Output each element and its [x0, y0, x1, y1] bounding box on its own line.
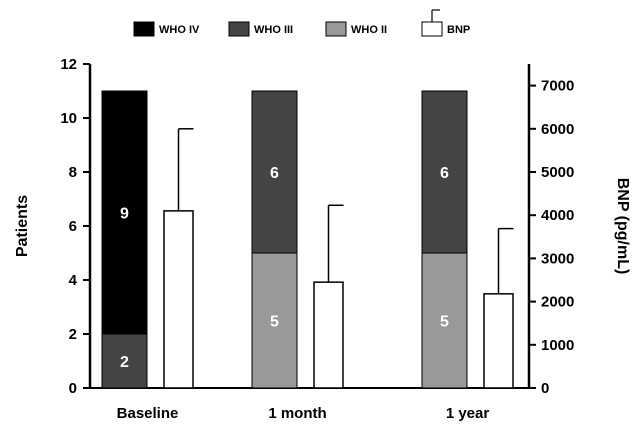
- legend-label: WHO IV: [159, 24, 200, 36]
- stacked-bar-segment: [421, 90, 468, 254]
- segment-value-label: 6: [440, 165, 449, 182]
- right-tick-label: 1000: [541, 337, 574, 354]
- left-axis-ticks: 0 2 4 6 8 10 12: [60, 56, 90, 397]
- legend-swatch: [228, 21, 250, 37]
- legend-swatch: [325, 21, 347, 37]
- legend-label: BNP: [447, 24, 470, 36]
- right-tick-label: 4000: [541, 207, 574, 224]
- right-tick-label: 2000: [541, 294, 574, 311]
- right-tick-label: 5000: [541, 164, 574, 181]
- segment-value-label: 6: [270, 165, 279, 182]
- segment-value-label: 9: [120, 206, 129, 223]
- legend-label: WHO II: [351, 24, 387, 36]
- legend: WHO IV WHO III WHO II BNP: [133, 9, 470, 37]
- left-tick-label: 2: [69, 326, 77, 343]
- left-tick-label: 6: [69, 218, 77, 235]
- category-label: 1 month: [268, 405, 326, 422]
- bnp-bar: [163, 210, 194, 389]
- stacked-bar-segment: [251, 252, 298, 389]
- left-tick-label: 0: [69, 380, 77, 397]
- segment-value-label: 2: [120, 354, 129, 371]
- bars: 2 9 5 6 5 6: [101, 90, 514, 389]
- category-labels: Baseline 1 month 1 year: [117, 405, 490, 422]
- bnp-bar: [483, 293, 514, 389]
- segment-value-label: 5: [270, 314, 279, 331]
- legend-label: WHO III: [254, 24, 293, 36]
- right-tick-label: 6000: [541, 121, 574, 138]
- left-tick-label: 4: [69, 272, 78, 289]
- bnp-bar: [313, 281, 344, 389]
- left-tick-label: 10: [60, 110, 77, 127]
- category-label: Baseline: [117, 405, 179, 422]
- right-tick-label: 7000: [541, 78, 574, 95]
- right-tick-label: 3000: [541, 250, 574, 267]
- left-tick-label: 12: [60, 56, 77, 73]
- y2-axis-title: BNP (pg/mL): [614, 178, 631, 275]
- right-axis-ticks: 0 1000 2000 3000 4000 5000 6000 7000: [529, 78, 574, 397]
- left-tick-label: 8: [69, 164, 77, 181]
- stacked-bar-segment: [101, 333, 148, 389]
- stacked-bar-segment: [421, 252, 468, 389]
- legend-swatch: [133, 21, 155, 37]
- category-label: 1 year: [446, 405, 490, 422]
- segment-value-label: 5: [440, 314, 449, 331]
- legend-swatch: [421, 21, 443, 37]
- y-axis-title: Patients: [14, 195, 31, 257]
- right-tick-label: 0: [541, 380, 549, 397]
- stacked-bar-segment: [251, 90, 298, 254]
- stacked-bar-segment: [101, 90, 148, 335]
